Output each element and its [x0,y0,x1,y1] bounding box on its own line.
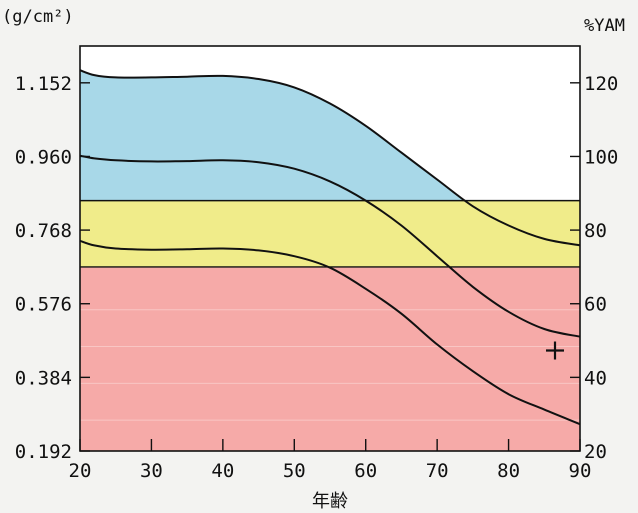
y-left-tick-label: 0.384 [15,367,72,389]
y-right-tick-label: 60 [584,294,607,316]
y-left-tick-label: 0.768 [15,220,72,242]
y-right-tick-label: 40 [584,367,607,389]
series-line [79,154,581,338]
y-right-tick-label: 120 [584,73,618,95]
x-tick-label: 40 [211,460,234,482]
x-tick-label: 50 [283,460,306,482]
y-left-tick-label: 0.192 [15,441,72,463]
tick-labels: 20 30 40 50 60 70 80 90 0.192 0.384 0.576 0.768 0.96… [15,73,619,482]
plot-frame [79,45,581,452]
y-left-tick-label: 0.576 [15,294,72,316]
x-tick-label: 90 [569,460,592,482]
x-tick-label: 20 [69,460,92,482]
y-axis-right-unit: %YAM [584,16,625,36]
x-tick-label: 80 [497,460,520,482]
x-tick-label: 60 [354,460,377,482]
series-line [79,69,581,247]
series-line [79,239,581,426]
y-right-tick-label: 20 [584,441,607,463]
x-axis-label: 年齢 [312,491,348,512]
band-low [80,266,580,451]
y-axis-left-unit: (g/cm²) [2,7,74,27]
markers [546,341,564,360]
y-left-tick-label: 1.152 [15,73,72,95]
x-tick-label: 70 [426,460,449,482]
patient-marker [546,341,564,360]
plot-area [80,46,580,451]
x-tick-label: 30 [140,460,163,482]
series-lines [79,69,581,426]
y-right-tick-label: 100 [584,146,618,168]
y-right-tick-label: 80 [584,220,607,242]
y-left-tick-label: 0.960 [15,146,72,168]
band-borderline [80,200,580,267]
